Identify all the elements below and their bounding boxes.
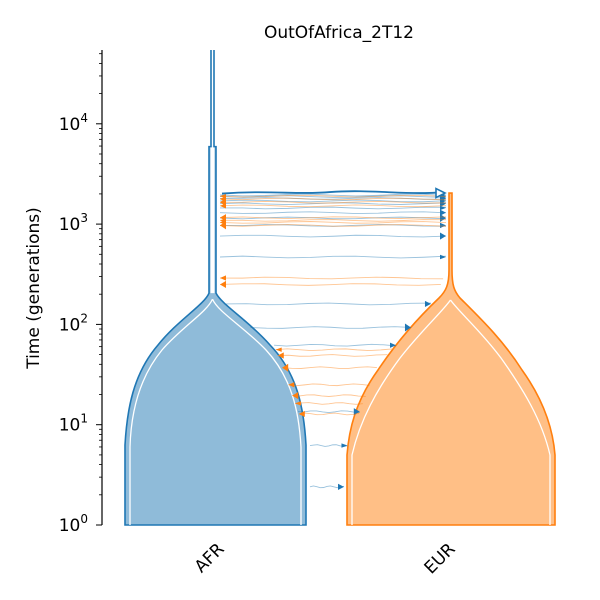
y-tick-base: 10: [59, 115, 81, 135]
afr-stem-core: [210, 146, 215, 294]
y-tick-exponent: 1: [80, 412, 88, 426]
y-tick-label: 101: [59, 412, 88, 436]
eur-deme-shape: [346, 192, 556, 526]
migration-eur-to-afr: [219, 280, 441, 289]
migration-eur-to-afr: [219, 203, 447, 209]
y-tick-exponent: 0: [80, 512, 88, 526]
migration-eur-to-afr: [275, 347, 393, 352]
migration-eur-to-afr: [277, 352, 388, 359]
migration-afr-to-eur: [219, 222, 447, 229]
migration-afr-to-eur: [250, 323, 412, 332]
migration-afr-to-eur: [274, 342, 397, 348]
y-tick-base: 10: [59, 516, 81, 536]
y-tick-base: 10: [59, 215, 81, 235]
y-tick-label: 104: [59, 111, 88, 135]
afr-inner-outline: [129, 298, 302, 525]
migration-eur-to-afr: [282, 363, 377, 372]
eur-inner-outline: [351, 299, 551, 525]
x-label-eur: EUR: [421, 539, 460, 578]
y-tick-exponent: 3: [80, 211, 88, 225]
migration-afr-to-eur: [219, 232, 447, 240]
migration-afr-to-eur: [219, 214, 447, 223]
deme-shapes: [124, 50, 556, 526]
migration-eur-to-afr: [219, 275, 444, 281]
y-axis-label: Time (generations): [24, 207, 44, 370]
migration-afr-to-eur: [219, 200, 447, 208]
y-axis-label-group: Time (generations): [24, 207, 44, 370]
migration-afr-to-eur: [225, 300, 432, 308]
y-tick-exponent: 4: [80, 111, 88, 125]
figure-title: OutOfAfrica_2T12: [264, 23, 414, 43]
y-tick-exponent: 2: [80, 311, 88, 325]
afr-deme-outline: [124, 50, 307, 526]
y-tick-label: 103: [59, 211, 88, 235]
migration-afr-to-eur: [297, 408, 360, 416]
migration-afr-to-eur: [219, 205, 447, 211]
y-tick-label: 100: [59, 512, 88, 536]
y-tick-base: 10: [59, 416, 81, 436]
migration-eur-to-afr: [219, 221, 447, 230]
y-tick-base: 10: [59, 315, 81, 335]
migration-afr-to-eur: [219, 254, 447, 260]
split-arrow: [221, 187, 447, 199]
migration-afr-to-eur: [309, 483, 345, 490]
migration-eur-to-afr: [292, 392, 366, 400]
migration-eur-to-afr: [294, 401, 363, 406]
migration-afr-to-eur: [219, 209, 447, 216]
x-axis-labels: AFR EUR: [191, 539, 460, 578]
migration-afr-to-eur: [309, 443, 348, 448]
migration-eur-to-afr: [288, 382, 370, 388]
migration-arrows: [219, 187, 447, 490]
migration-eur-to-afr: [298, 410, 360, 418]
y-tick-label: 102: [59, 311, 88, 335]
x-label-afr: AFR: [191, 539, 229, 577]
